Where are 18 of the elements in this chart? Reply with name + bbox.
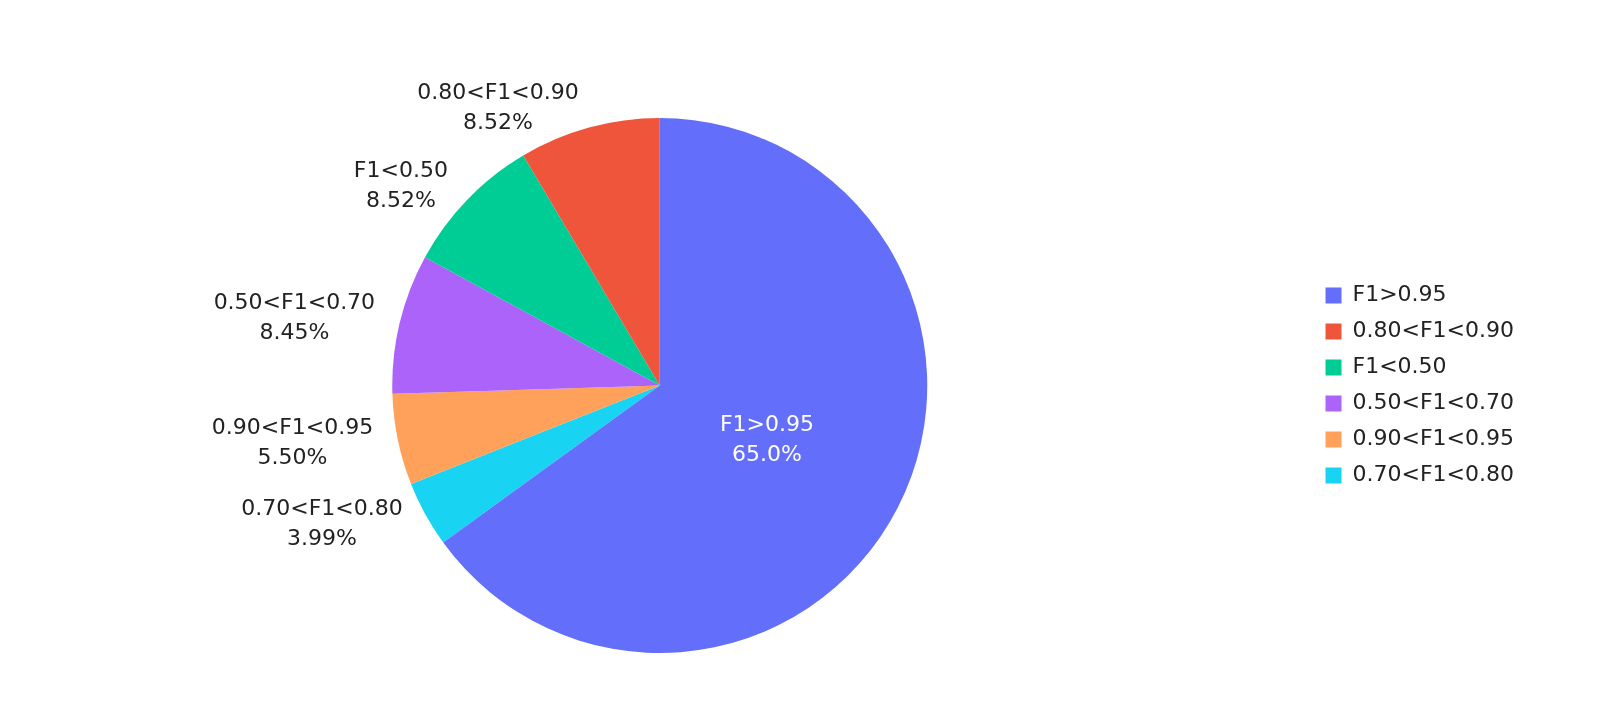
data-label: 3.99% bbox=[287, 524, 357, 550]
data-label: 8.52% bbox=[365, 186, 436, 212]
slice-label: 0.80<F1<0.90 bbox=[417, 78, 579, 104]
legend-label: 0.70<F1<0.80 bbox=[1352, 461, 1515, 487]
data-label: 5.50% bbox=[257, 444, 328, 470]
slice-label: F1<0.50 bbox=[353, 156, 448, 182]
legend-label: 0.80<F1<0.90 bbox=[1352, 317, 1515, 343]
slice-label: 0.90<F1<0.95 bbox=[211, 414, 374, 440]
data-label: 8.52% bbox=[463, 108, 533, 134]
legend-label: 0.50<F1<0.70 bbox=[1352, 389, 1515, 415]
legend-label: F1<0.50 bbox=[1352, 353, 1447, 379]
data-label: 8.45% bbox=[259, 319, 330, 345]
slice-label: 0.50<F1<0.70 bbox=[213, 289, 376, 315]
data-label: 65.0% bbox=[732, 440, 802, 466]
slice-label: F1>0.95 bbox=[719, 410, 815, 436]
legend-label: 0.90<F1<0.95 bbox=[1352, 425, 1515, 451]
slice-label: 0.70<F1<0.80 bbox=[241, 494, 403, 520]
legend-label: F1>0.95 bbox=[1352, 281, 1447, 307]
